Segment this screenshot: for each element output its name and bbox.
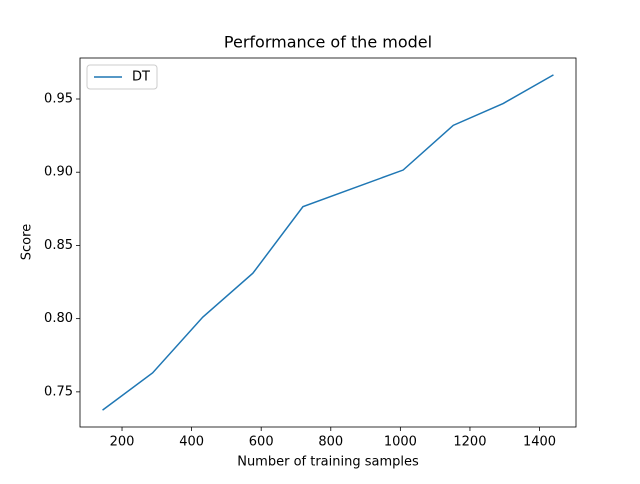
y-tick-label: 0.90	[44, 165, 73, 180]
x-axis-label: Number of training samples	[237, 455, 419, 470]
y-tick-label: 0.85	[44, 238, 73, 253]
y-tick-label: 0.95	[44, 92, 73, 107]
chart-title: Performance of the model	[224, 33, 432, 52]
plot-frame	[79, 57, 577, 428]
x-tick-label: 1000	[384, 435, 417, 450]
x-tick-label: 400	[179, 435, 204, 450]
x-tick-label: 1200	[453, 435, 486, 450]
legend-label: DT	[132, 70, 150, 85]
y-tick-label: 0.80	[44, 311, 73, 326]
data-line	[102, 74, 554, 411]
x-tick-label: 800	[318, 435, 343, 450]
x-tick-label: 200	[110, 435, 135, 450]
y-axis-label: Score	[20, 224, 35, 260]
x-tick-label: 1400	[523, 435, 556, 450]
x-tick-label: 600	[249, 435, 274, 450]
y-tick-label: 0.75	[44, 384, 73, 399]
